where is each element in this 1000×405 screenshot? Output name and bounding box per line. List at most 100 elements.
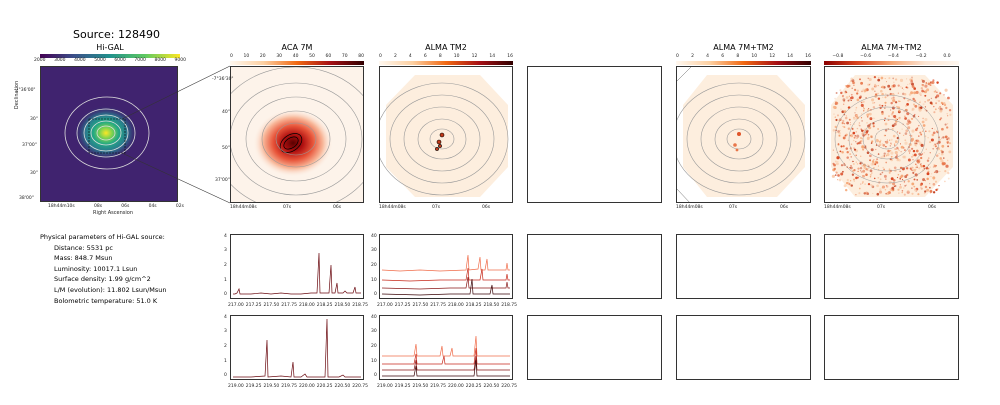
cbar-tick: 8 xyxy=(736,54,740,59)
source-title: Source: 128490 xyxy=(73,28,160,41)
tm7m-neg-colorbar xyxy=(824,61,959,65)
x-tick: 06s xyxy=(482,205,491,210)
empty-spectrum-panel xyxy=(824,234,959,299)
x-tick: 217.50 xyxy=(263,303,280,308)
tm7m-neg-image xyxy=(824,66,959,203)
cbar-tick: 4 xyxy=(706,54,710,59)
cbar-tick: 2 xyxy=(691,54,694,59)
x-tick: 218.00 xyxy=(299,303,315,308)
cbar-tick: 14 xyxy=(787,54,793,59)
y-tick: -7°36'00" xyxy=(14,88,36,93)
cbar-tick: 70 xyxy=(341,54,348,59)
cbar-tick: 8 xyxy=(438,54,442,59)
y-tick: 2 xyxy=(224,344,227,349)
cbar-tick: 16 xyxy=(507,54,513,59)
higal-image xyxy=(40,66,178,202)
cbar-tick: 20 xyxy=(259,54,266,59)
x-tick: 220.00 xyxy=(448,384,464,389)
x-tick: 18h44m08s xyxy=(230,205,257,210)
tm7m-colorbar xyxy=(676,61,811,65)
x-tick: 219.25 xyxy=(394,384,411,389)
cbar-tick: 2000 xyxy=(34,58,46,63)
y-tick: 37'00" xyxy=(22,143,37,148)
x-tick: 218.00 xyxy=(448,303,464,308)
x-tick: 217.75 xyxy=(430,303,446,308)
y-tick: 40 xyxy=(371,315,377,320)
y-tick: 30 xyxy=(371,329,377,334)
x-tick: 218.50 xyxy=(483,303,500,308)
cbar-tick: 0 xyxy=(676,54,679,59)
x-tick: 219.00 xyxy=(228,384,244,389)
aca-spectrum-1 xyxy=(230,234,364,299)
empty-spectrum-panel xyxy=(676,315,811,380)
x-tick: 218.25 xyxy=(316,303,333,308)
param-luminosity: Luminosity: 10017.1 Lsun xyxy=(54,264,138,273)
y-tick: 30" xyxy=(30,117,38,122)
cbar-tick: 7000 xyxy=(134,58,146,63)
x-tick: 217.25 xyxy=(394,303,411,308)
cbar-tick: −0.4 xyxy=(887,54,899,59)
source-parameters: Physical parameters of Hi-GAL source: Di… xyxy=(40,232,167,306)
higal-xlabel: Right Ascension xyxy=(93,210,133,216)
aca-spec1-xticks: 217.00 217.25 217.50 217.75 218.00 218.2… xyxy=(228,303,368,308)
x-tick: 217.00 xyxy=(228,303,244,308)
cbar-tick: 50 xyxy=(309,54,315,59)
cbar-tick: 10 xyxy=(243,54,250,59)
tm2-cbar-ticks: 0 2 4 6 8 10 12 14 16 xyxy=(379,54,513,59)
aca7m-cbar-ticks: 0 10 20 30 40 50 60 70 80 xyxy=(230,54,364,59)
aca7m-colorbar xyxy=(230,61,364,65)
higal-title: Hi-GAL xyxy=(96,43,124,52)
tm2-colorbar xyxy=(379,61,513,65)
y-tick: 30 xyxy=(371,248,377,253)
cbar-tick: 30 xyxy=(276,54,283,59)
x-tick: 220.75 xyxy=(501,384,517,389)
cbar-tick: 10 xyxy=(453,54,460,59)
x-tick: 220.75 xyxy=(352,384,368,389)
x-tick: 18h44m08s xyxy=(676,205,703,210)
cbar-tick: 4 xyxy=(408,54,412,59)
empty-spectrum-panel xyxy=(527,234,662,299)
params-heading: Physical parameters of Hi-GAL source: xyxy=(40,233,165,241)
y-tick: 50" xyxy=(222,146,230,151)
y-tick: 1 xyxy=(224,278,227,283)
x-tick: 220.25 xyxy=(465,384,482,389)
x-tick: 217.75 xyxy=(281,303,297,308)
cbar-tick: 6000 xyxy=(114,58,126,63)
x-tick: 218.75 xyxy=(501,303,517,308)
x-tick: 217.00 xyxy=(377,303,393,308)
x-tick: 07s xyxy=(283,205,292,210)
x-tick: 06s xyxy=(928,205,937,210)
x-tick: 06s xyxy=(333,205,342,210)
tm7m-neg-title: ALMA 7M+TM2 xyxy=(861,43,922,52)
x-tick: 218.75 xyxy=(352,303,368,308)
y-tick: 4 xyxy=(224,234,227,239)
tm2-spectrum-2 xyxy=(379,315,513,380)
x-tick: 220.50 xyxy=(334,384,351,389)
y-tick: 10 xyxy=(371,359,377,364)
cbar-tick: 3000 xyxy=(54,58,66,63)
cbar-tick: 10 xyxy=(751,54,758,59)
empty-image-panel xyxy=(527,66,662,203)
cbar-tick: 6 xyxy=(423,54,427,59)
x-tick: 18h44m08s xyxy=(824,205,851,210)
param-tbol: Bolometric temperature: 51.0 K xyxy=(54,296,158,305)
y-tick: 40 xyxy=(371,234,377,239)
aca-spec2-xticks: 219.00 219.25 219.50 219.75 220.00 220.2… xyxy=(228,384,368,389)
y-tick: 4 xyxy=(224,315,227,320)
cbar-tick: 9000 xyxy=(174,58,186,63)
tm2-title: ALMA TM2 xyxy=(425,43,467,52)
x-tick: 06s xyxy=(780,205,789,210)
x-tick: 217.25 xyxy=(245,303,262,308)
y-tick: 20 xyxy=(371,344,377,349)
y-tick: 0 xyxy=(374,292,377,297)
tm7m-image xyxy=(676,66,811,203)
tm2-spectrum-1 xyxy=(379,234,513,299)
cbar-tick: 2 xyxy=(393,54,397,59)
y-tick: 20 xyxy=(371,263,377,268)
x-tick: 219.50 xyxy=(263,384,280,389)
y-tick: 3 xyxy=(224,329,227,334)
cbar-tick: 4000 xyxy=(74,58,86,63)
tm7m-cbar-ticks: 0 2 4 6 8 10 12 14 16 xyxy=(676,54,811,59)
x-tick: 218.25 xyxy=(465,303,482,308)
